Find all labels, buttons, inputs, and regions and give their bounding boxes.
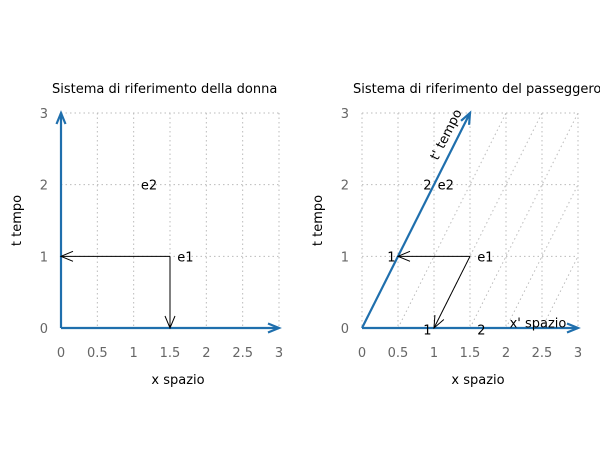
vector-arrowhead bbox=[433, 314, 445, 330]
x-tick-label: 3 bbox=[574, 346, 582, 361]
chart-panel-1: 0 0.5 1 1.5 2 2.5 3 0 1 2 3 e1 e2 Sistema di riferime… bbox=[10, 82, 283, 388]
vector-arrowhead bbox=[59, 250, 74, 262]
skewed-grid-line bbox=[397, 112, 507, 329]
x-tick-label: 3 bbox=[275, 346, 283, 361]
annotation-label: e2 bbox=[141, 179, 157, 194]
y-tick-label: 1 bbox=[341, 250, 349, 265]
axis-arrowhead bbox=[267, 322, 282, 334]
axis-line-1 bbox=[361, 112, 471, 329]
skewed-grid-line bbox=[469, 112, 579, 329]
x-tick-label: 1 bbox=[430, 346, 438, 361]
y-tick-label: 2 bbox=[40, 179, 48, 194]
annotation-label: e1 bbox=[177, 250, 193, 265]
x-axis-label: x spazio bbox=[451, 373, 504, 388]
x-axis-label: x spazio bbox=[151, 373, 204, 388]
chart-title: Sistema di riferimento del passeggero bbox=[353, 82, 600, 97]
y-tick-label: 1 bbox=[40, 250, 48, 265]
y-tick-label: 2 bbox=[341, 179, 349, 194]
x-tick-label: 2 bbox=[502, 346, 510, 361]
chart-title: Sistema di riferimento della donna bbox=[52, 82, 277, 97]
x-tick-label: 2.5 bbox=[232, 346, 253, 361]
x-tick-label: 0 bbox=[358, 346, 366, 361]
x-tick-label: 0.5 bbox=[87, 346, 108, 361]
x-tick-label: 2 bbox=[202, 346, 210, 361]
annotation-label: 1 bbox=[423, 323, 431, 338]
annotation-label: 2 bbox=[477, 323, 485, 338]
annotation-label: e1 bbox=[477, 250, 493, 265]
axis-arrowhead bbox=[55, 110, 67, 125]
annotation-label: e2 bbox=[438, 179, 454, 194]
x-tick-label: 1.5 bbox=[160, 346, 181, 361]
x-tick-label: 1 bbox=[130, 346, 138, 361]
x-tick-label: 1.5 bbox=[460, 346, 481, 361]
axis-arrowhead bbox=[566, 322, 581, 334]
axis-arrowhead bbox=[460, 110, 472, 125]
vector-arrowhead bbox=[164, 315, 176, 330]
y-tick-label: 3 bbox=[341, 107, 349, 122]
annotation-label: 1 bbox=[387, 250, 395, 265]
y-tick-label: 3 bbox=[40, 107, 48, 122]
y-tick-label: 0 bbox=[40, 322, 48, 337]
vector-arrowhead bbox=[396, 250, 411, 262]
annotation-label: x' spazio bbox=[510, 316, 567, 331]
basis-vector-2 bbox=[433, 256, 471, 329]
y-tick-label: 0 bbox=[341, 322, 349, 337]
annotation-label: 2 bbox=[423, 179, 431, 194]
x-tick-label: 0 bbox=[57, 346, 65, 361]
y-axis-label: t tempo bbox=[311, 195, 326, 246]
x-tick-label: 0.5 bbox=[388, 346, 409, 361]
y-axis-label: t tempo bbox=[10, 195, 25, 246]
x-tick-label: 2.5 bbox=[532, 346, 553, 361]
